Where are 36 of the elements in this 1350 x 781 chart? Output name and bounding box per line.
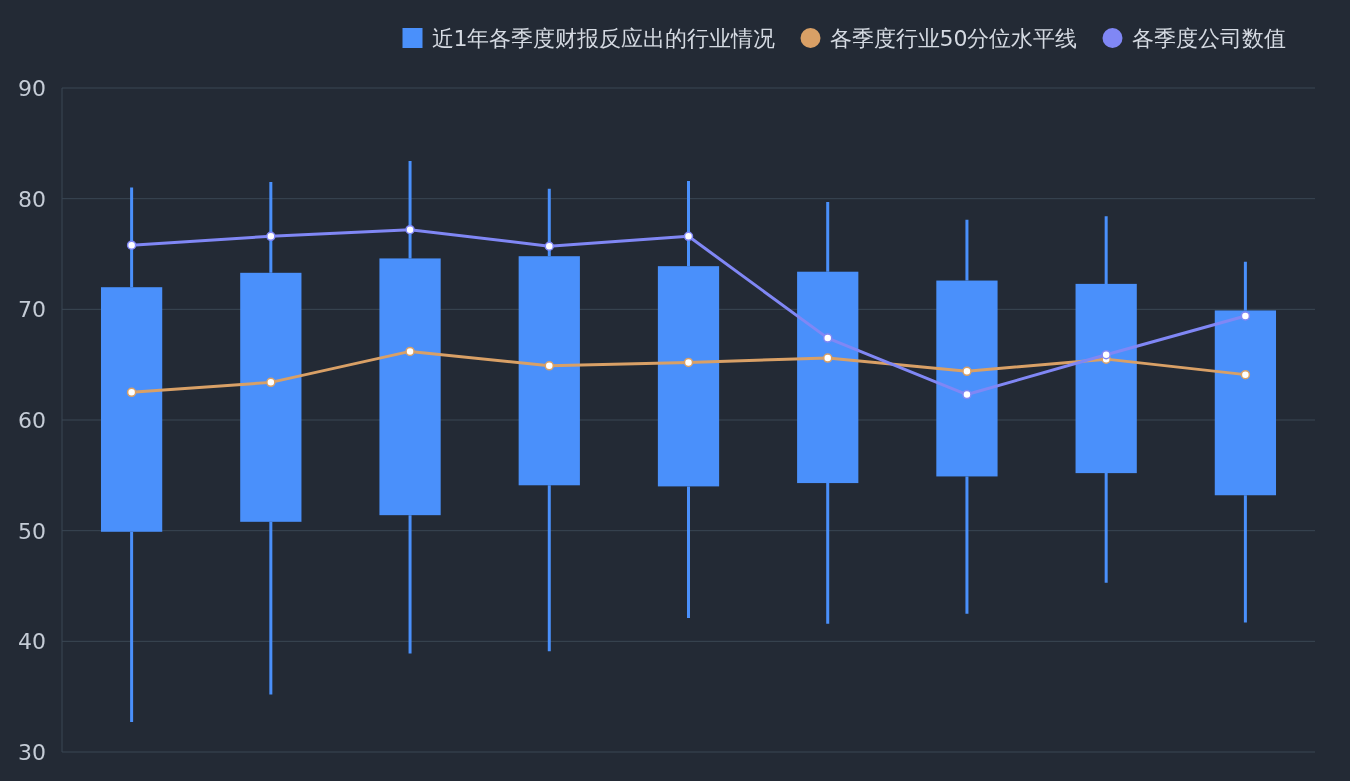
legend-label: 各季度公司数值 — [1131, 26, 1286, 51]
y-tick-label: 50 — [18, 518, 46, 544]
point — [266, 377, 276, 388]
point — [822, 333, 833, 343]
legend-label: 各季度行业50分位水平线 — [829, 26, 1078, 51]
y-tick-label: 80 — [18, 186, 46, 212]
y-tick-label: 70 — [18, 297, 46, 323]
candlestick — [936, 219, 998, 614]
candlestick — [240, 182, 302, 695]
candlestick — [1075, 216, 1137, 583]
y-tick-label: 90 — [18, 76, 46, 101]
point — [544, 361, 555, 371]
y-tick-label: 60 — [18, 408, 46, 433]
candlestick — [657, 180, 720, 619]
point — [405, 346, 415, 357]
point — [544, 241, 555, 251]
point — [405, 224, 415, 235]
candlestick — [379, 161, 441, 654]
candlestick — [1214, 261, 1277, 623]
y-tick-label: 40 — [18, 629, 46, 655]
point — [126, 387, 137, 398]
legend-label: 近1年各季度财报反应出的行业情况 — [431, 26, 776, 51]
candlestick — [797, 201, 859, 624]
candlestick — [100, 187, 163, 723]
y-tick-label: 30 — [18, 740, 46, 765]
point — [683, 231, 694, 242]
point — [1240, 369, 1251, 380]
point — [822, 353, 833, 363]
point — [266, 231, 276, 242]
point — [962, 366, 972, 377]
point — [962, 389, 972, 400]
point — [1101, 349, 1111, 360]
point — [683, 357, 694, 368]
point — [1240, 311, 1251, 321]
point — [126, 240, 137, 250]
candlestick — [518, 188, 580, 652]
